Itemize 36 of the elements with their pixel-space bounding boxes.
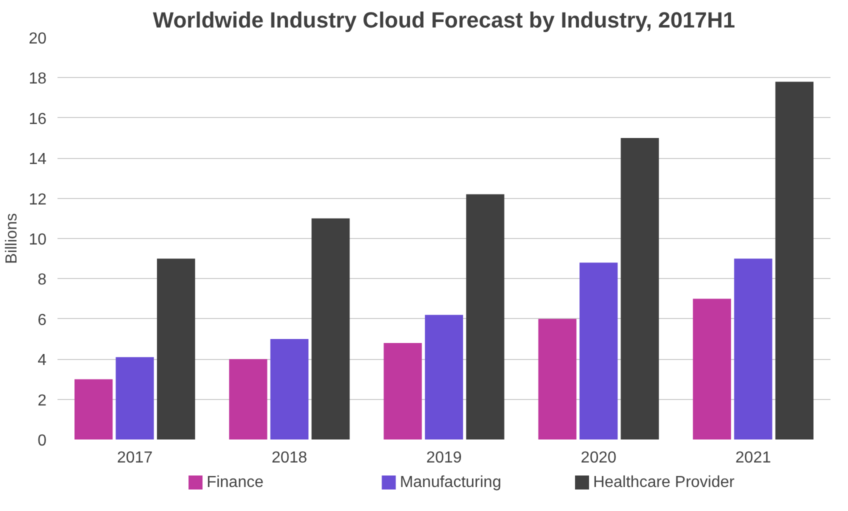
y-tick-label: 16 (28, 110, 47, 128)
y-tick-label: 6 (38, 312, 47, 329)
bar (538, 318, 576, 440)
bar (424, 314, 464, 440)
x-tick-label: 2017 (117, 450, 153, 466)
x-tick-label: 2020 (580, 450, 616, 466)
bar (270, 339, 308, 440)
bar (74, 379, 113, 440)
legend-label: Healthcare Provider (593, 474, 736, 491)
y-tick-label: 4 (38, 352, 47, 370)
y-tick-label: 2 (38, 392, 47, 410)
bar (156, 258, 196, 440)
bar (620, 138, 659, 440)
y-tick-label: 20 (28, 30, 47, 48)
y-tick-label: 14 (28, 151, 47, 168)
legend-label: Manufacturing (400, 474, 502, 491)
bar (734, 258, 772, 440)
x-tick-label: 2018 (272, 450, 308, 466)
bar (384, 343, 422, 440)
y-tick-label: 0 (38, 432, 47, 450)
bar (229, 359, 268, 440)
bar (116, 357, 154, 440)
bar (775, 82, 814, 440)
chart-title: Worldwide Industry Cloud Forecast by Industry, 2017H1 (152, 8, 736, 32)
x-tick-label: 2019 (426, 450, 462, 466)
y-tick-label: 12 (28, 191, 47, 208)
bar (466, 194, 504, 440)
bar (580, 262, 618, 440)
bar (312, 218, 350, 440)
legend-label: Finance (206, 474, 264, 491)
y-tick-label: 8 (38, 272, 47, 289)
y-tick-label: 10 (28, 232, 47, 248)
x-tick-label: 2021 (735, 450, 772, 466)
y-tick-label: 18 (28, 70, 47, 88)
y-axis-title: Billions (4, 213, 21, 264)
bar (692, 298, 732, 440)
